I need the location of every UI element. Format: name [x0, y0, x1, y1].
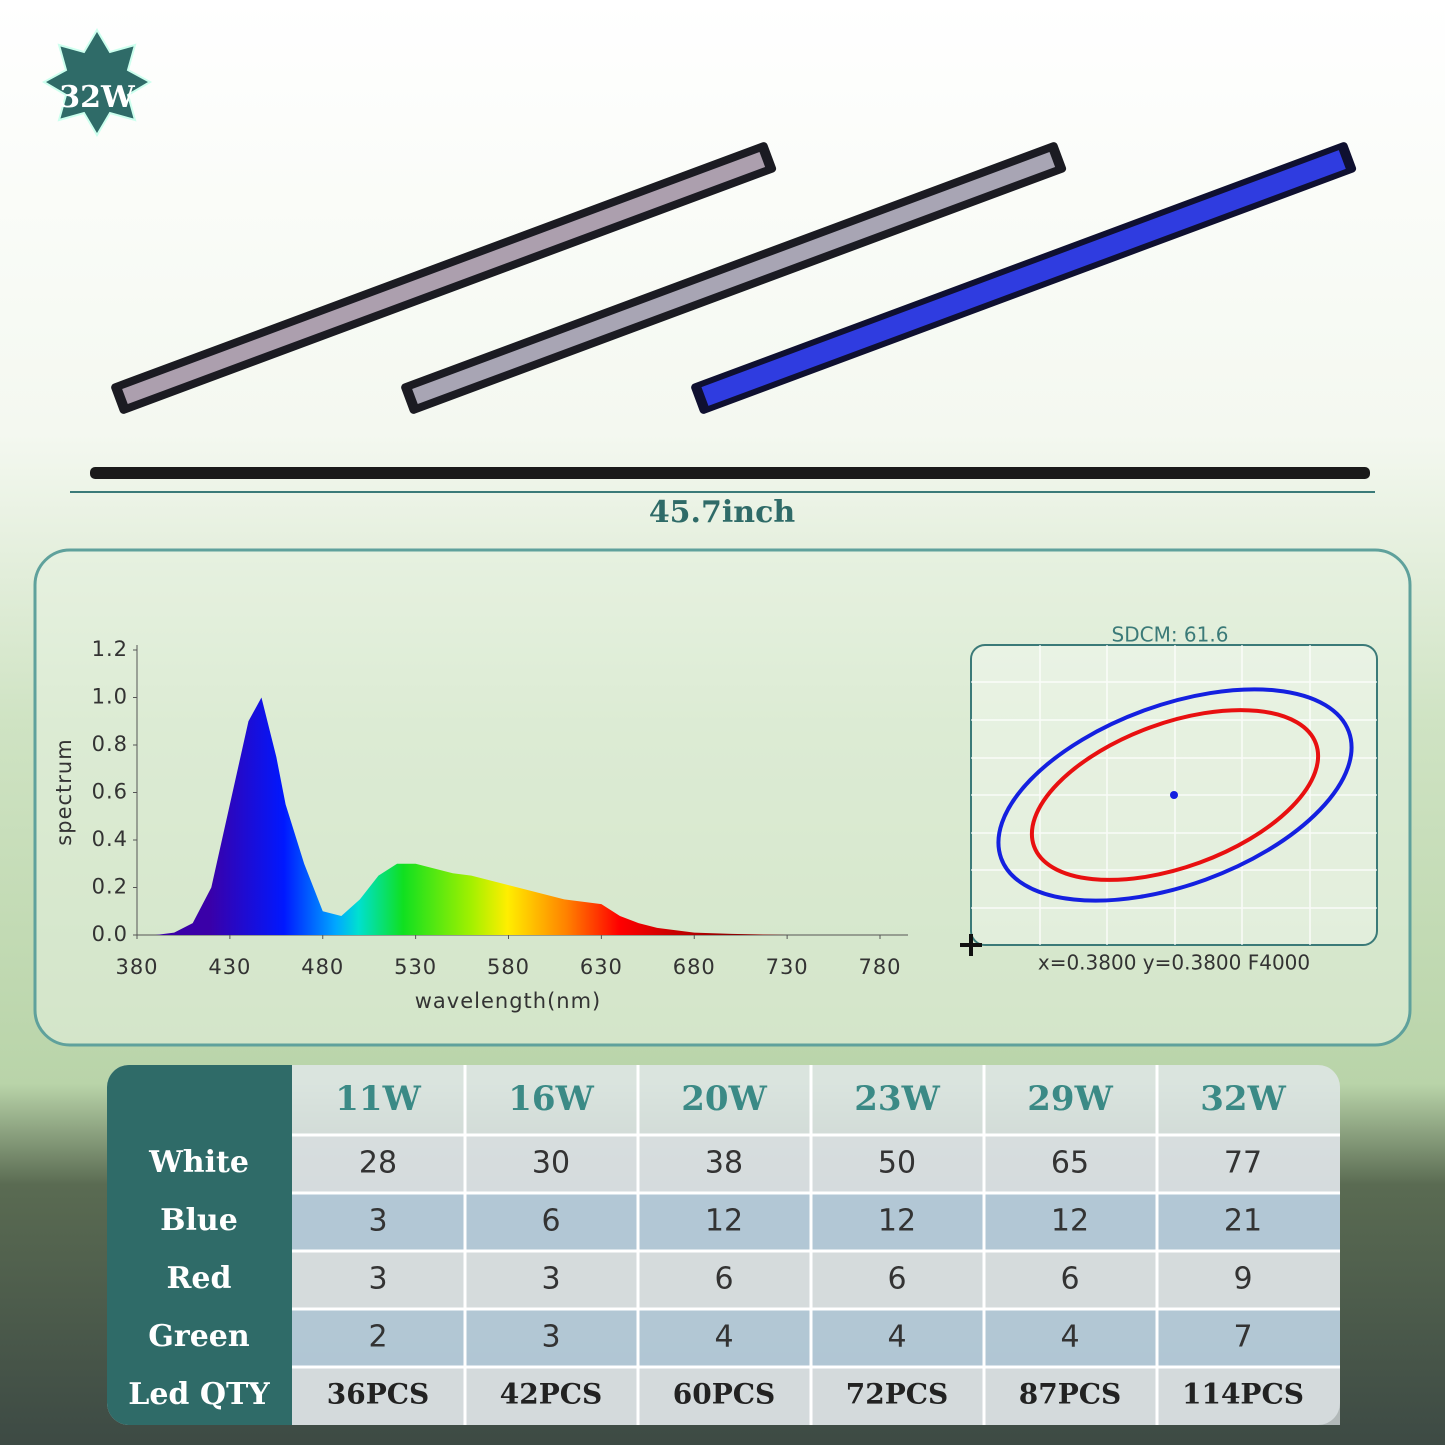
- table-cell: 3: [368, 1262, 387, 1297]
- table-row-bg: [292, 1135, 1340, 1193]
- table-cell: 6: [541, 1204, 560, 1239]
- x-tick-label: 730: [766, 955, 809, 979]
- table-row-bg: [292, 1309, 1340, 1367]
- row-label: White: [148, 1145, 249, 1180]
- table-cell: 2: [368, 1320, 387, 1355]
- x-tick-label: 780: [858, 955, 901, 979]
- y-tick-label: 0.6: [92, 780, 128, 804]
- x-axis-label: wavelength(nm): [415, 989, 601, 1013]
- table-cell: 50: [878, 1146, 916, 1181]
- table-row-header-column: [107, 1065, 292, 1425]
- table-cell: 4: [1060, 1320, 1079, 1355]
- table-cell: 36PCS: [327, 1378, 430, 1411]
- dimension: 45.7inch: [649, 495, 796, 530]
- table-cell: 72PCS: [846, 1378, 949, 1411]
- table-cell: 65: [1051, 1146, 1089, 1181]
- x-tick-label: 430: [208, 955, 251, 979]
- y-tick-label: 0.4: [92, 827, 128, 851]
- y-tick-label: 0.8: [92, 732, 128, 756]
- table-cell: 12: [878, 1204, 916, 1239]
- y-tick-label: 0.2: [92, 875, 128, 899]
- table-cell: 6: [1060, 1262, 1079, 1297]
- table-cell: 21: [1224, 1204, 1262, 1239]
- table-cell: 38: [705, 1146, 743, 1181]
- table-cell: 3: [541, 1262, 560, 1297]
- table-cell: 87PCS: [1019, 1378, 1122, 1411]
- table-cell: 4: [714, 1320, 733, 1355]
- table-cell: 3: [541, 1320, 560, 1355]
- row-label: Led QTY: [128, 1377, 270, 1412]
- badge-text: 32W: [59, 80, 136, 115]
- table-cell: 28: [359, 1146, 397, 1181]
- row-label: Red: [167, 1261, 232, 1296]
- table-cell: 60PCS: [673, 1378, 776, 1411]
- table-cell: 6: [714, 1262, 733, 1297]
- badge-shape: [41, 28, 153, 137]
- table-cell: 12: [1051, 1204, 1089, 1239]
- table-cell: 77: [1224, 1146, 1262, 1181]
- y-axis-label: spectrum: [52, 738, 76, 845]
- table-cell: 3: [368, 1204, 387, 1239]
- table-header: 11W: [335, 1079, 421, 1119]
- spectrum-area: [137, 697, 880, 935]
- row-label: Blue: [160, 1203, 238, 1238]
- x-tick-label: 530: [394, 955, 437, 979]
- table-cell: 12: [705, 1204, 743, 1239]
- sdcm-coordinates: x=0.3800 y=0.3800 F4000: [1038, 951, 1310, 975]
- table-cell: 42PCS: [500, 1378, 603, 1411]
- table-cell: 30: [532, 1146, 570, 1181]
- table-cell: 7: [1233, 1320, 1252, 1355]
- sdcm-title: SDCM: 61.6: [1112, 623, 1229, 647]
- table-row-bg: [292, 1367, 1340, 1425]
- table-header: 23W: [854, 1079, 940, 1119]
- table: 11W 16W 20W 23W 29W 32W White 28 30 38 50 65 77 Blue 3…: [128, 1065, 1340, 1425]
- table-header: 20W: [681, 1079, 767, 1119]
- table-row-bg: [292, 1251, 1340, 1309]
- sdcm-diagram: [960, 644, 1378, 956]
- led-bars: [70, 142, 1375, 493]
- table-cell: 114PCS: [1182, 1378, 1304, 1411]
- x-tick-label: 580: [487, 955, 530, 979]
- x-tick-label: 380: [115, 955, 158, 979]
- table-cell: 9: [1233, 1262, 1252, 1297]
- x-tick-label: 630: [580, 955, 623, 979]
- table-row-bg: [292, 1193, 1340, 1251]
- y-tick-label: 1.2: [92, 637, 128, 661]
- y-tick-label: 0.0: [92, 922, 128, 946]
- table-cell: 4: [887, 1320, 906, 1355]
- x-tick-label: 480: [301, 955, 344, 979]
- x-tick-label: 680: [673, 955, 716, 979]
- table-cell: 6: [887, 1262, 906, 1297]
- table-header: 29W: [1027, 1079, 1113, 1119]
- y-tick-label: 1.0: [92, 685, 128, 709]
- row-label: Green: [148, 1319, 250, 1354]
- spectrum-chart: 0.0 0.2 0.4 0.6 0.8 1.0 1.2 380 430 480 530 580 630 6…: [92, 637, 901, 979]
- table-header: 32W: [1200, 1079, 1286, 1119]
- table-header: 16W: [508, 1079, 594, 1119]
